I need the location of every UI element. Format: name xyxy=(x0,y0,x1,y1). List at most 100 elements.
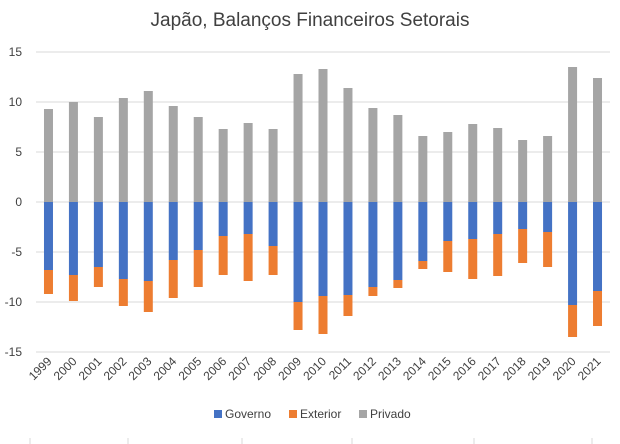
bar-exterior-2003 xyxy=(143,281,153,312)
y-tick-label: 0 xyxy=(15,195,22,209)
bar-exterior-2008 xyxy=(268,246,278,275)
bar-exterior-2013 xyxy=(393,280,403,288)
bar-privado-2016 xyxy=(468,124,478,202)
x-tick-label: 1999 xyxy=(26,354,55,383)
bar-exterior-2011 xyxy=(343,295,353,316)
bar-exterior-2002 xyxy=(118,279,128,306)
bar-privado-2010 xyxy=(318,69,328,202)
bar-exterior-2017 xyxy=(493,234,503,276)
bar-governo-2000 xyxy=(68,202,78,275)
bar-governo-2018 xyxy=(518,202,528,229)
bar-exterior-2021 xyxy=(593,291,603,326)
bar-governo-2012 xyxy=(368,202,378,287)
bar-governo-2020 xyxy=(568,202,578,305)
x-tick-label: 2004 xyxy=(151,354,180,383)
bar-governo-2004 xyxy=(168,202,178,260)
legend-label-privado: Privado xyxy=(370,407,411,421)
bar-governo-2014 xyxy=(418,202,428,261)
bar-privado-2002 xyxy=(118,98,128,202)
legend-label-exterior: Exterior xyxy=(300,407,341,421)
bar-privado-2004 xyxy=(168,106,178,202)
bar-privado-2005 xyxy=(193,117,203,202)
x-tick-label: 2002 xyxy=(101,354,130,383)
bar-governo-2003 xyxy=(143,202,153,281)
bar-exterior-2000 xyxy=(68,275,78,301)
x-tick-label: 2021 xyxy=(575,354,604,383)
bar-exterior-2012 xyxy=(368,287,378,296)
y-axis: 15 10 5 0 -5 -10 -15 xyxy=(5,45,23,359)
bar-privado-2011 xyxy=(343,88,353,202)
bar-privado-2008 xyxy=(268,129,278,202)
bar-privado-2003 xyxy=(143,91,153,202)
bar-privado-2021 xyxy=(593,78,603,202)
x-tick-label: 2007 xyxy=(225,354,254,383)
bar-exterior-2015 xyxy=(443,241,453,272)
bar-exterior-2016 xyxy=(468,239,478,279)
bar-exterior-2007 xyxy=(243,234,253,281)
bar-privado-2000 xyxy=(68,102,78,202)
x-tick-label: 2010 xyxy=(300,354,329,383)
legend-swatch-governo xyxy=(214,410,222,418)
bar-exterior-2014 xyxy=(418,261,428,269)
x-tick-label: 2019 xyxy=(525,354,554,383)
bar-governo-2001 xyxy=(93,202,103,267)
x-tick-label: 2016 xyxy=(450,354,479,383)
y-tick-label: -5 xyxy=(11,245,22,259)
x-axis: 1999200020012002200320042005200620072008… xyxy=(26,354,604,383)
legend-label-governo: Governo xyxy=(225,407,271,421)
x-tick-label: 2008 xyxy=(250,354,279,383)
x-tick-label: 2005 xyxy=(176,354,205,383)
bar-exterior-2005 xyxy=(193,250,203,287)
legend-swatch-privado xyxy=(359,410,367,418)
bar-privado-2013 xyxy=(393,115,403,202)
bar-governo-2008 xyxy=(268,202,278,246)
y-tick-label: 15 xyxy=(9,45,23,59)
x-tick-label: 2018 xyxy=(500,354,529,383)
legend: Governo Exterior Privado xyxy=(214,407,411,421)
bar-privado-2018 xyxy=(518,140,528,202)
y-tick-label: -15 xyxy=(5,345,23,359)
x-tick-label: 2011 xyxy=(326,354,354,382)
bar-privado-2006 xyxy=(218,129,228,202)
y-tick-label: -10 xyxy=(5,295,23,309)
bar-governo-2021 xyxy=(593,202,603,291)
legend-swatch-exterior xyxy=(289,410,297,418)
x-tick-label: 2009 xyxy=(275,354,304,383)
x-tick-label: 2001 xyxy=(76,354,105,383)
bar-governo-2005 xyxy=(193,202,203,250)
bar-privado-2020 xyxy=(568,67,578,202)
bar-governo-2006 xyxy=(218,202,228,236)
x-tick-label: 2012 xyxy=(350,354,379,383)
bar-exterior-1999 xyxy=(43,270,53,294)
bar-governo-2009 xyxy=(293,202,303,302)
bar-privado-2015 xyxy=(443,132,453,202)
bar-governo-2015 xyxy=(443,202,453,241)
x-tick-label: 2015 xyxy=(425,354,454,383)
bar-exterior-2001 xyxy=(93,267,103,287)
bar-privado-2007 xyxy=(243,123,253,202)
bar-exterior-2018 xyxy=(518,229,528,263)
bar-exterior-2010 xyxy=(318,296,328,334)
bar-privado-2014 xyxy=(418,136,428,202)
bar-privado-2019 xyxy=(543,136,553,202)
x-tick-label: 2006 xyxy=(201,354,230,383)
x-tick-label: 2013 xyxy=(375,354,404,383)
y-tick-label: 10 xyxy=(9,95,23,109)
bar-exterior-2006 xyxy=(218,236,228,275)
bar-governo-2007 xyxy=(243,202,253,234)
bar-governo-2002 xyxy=(118,202,128,279)
bar-exterior-2009 xyxy=(293,302,303,330)
bar-exterior-2004 xyxy=(168,260,178,298)
bar-privado-2001 xyxy=(93,117,103,202)
bar-governo-2011 xyxy=(343,202,353,295)
chart-title: Japão, Balanços Financeiros Setorais xyxy=(151,10,470,31)
bar-governo-2016 xyxy=(468,202,478,239)
bar-privado-2017 xyxy=(493,128,503,202)
bar-exterior-2020 xyxy=(568,305,578,337)
bar-governo-1999 xyxy=(43,202,53,270)
bar-governo-2019 xyxy=(543,202,553,232)
bar-exterior-2019 xyxy=(543,232,553,267)
bar-governo-2017 xyxy=(493,202,503,234)
x-tick-label: 2003 xyxy=(126,354,155,383)
